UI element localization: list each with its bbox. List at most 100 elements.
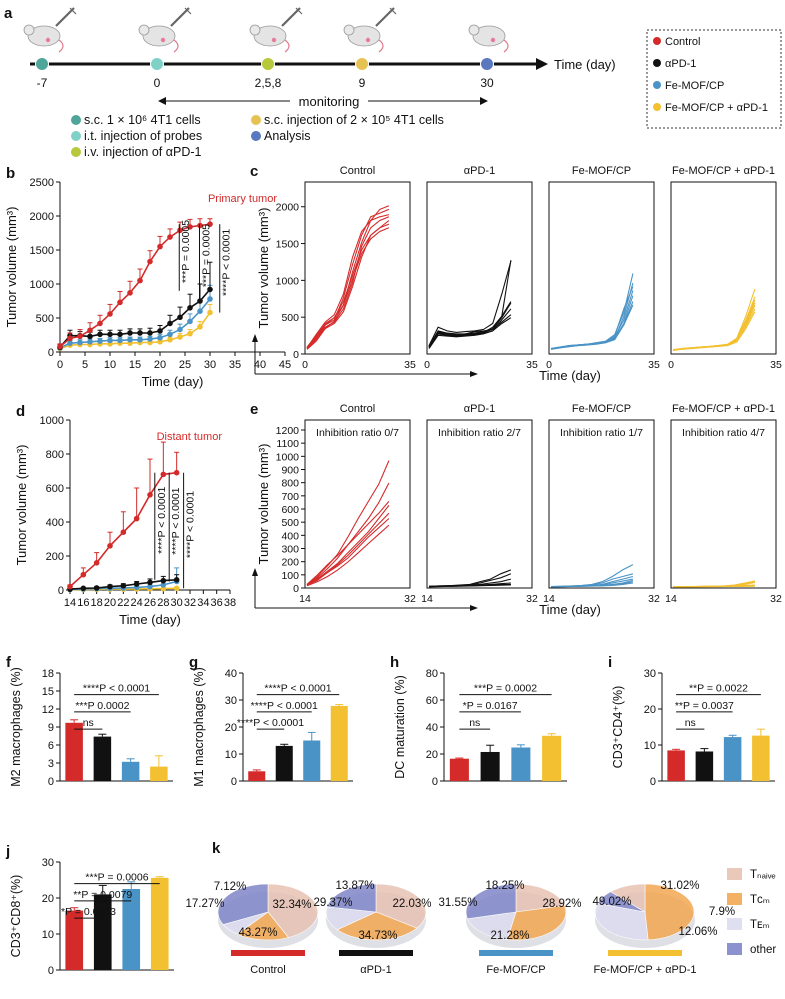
group-legend-text: Fe-MOF/CP + αPD-1	[665, 102, 768, 114]
y-tick-label: 2000	[276, 202, 300, 214]
data-point	[173, 577, 180, 583]
p-value-label: ns	[83, 717, 94, 729]
mouse-body	[253, 25, 287, 47]
data-point	[173, 469, 180, 476]
x-tick-label: 34	[197, 597, 209, 609]
y-tick-label: 400	[281, 530, 299, 542]
data-point	[133, 515, 140, 522]
y-tick-label: 80	[426, 668, 438, 680]
data-point	[77, 333, 83, 340]
pie-slice	[465, 883, 517, 920]
protocol-legend-marker	[251, 115, 261, 125]
individual-curve	[306, 512, 390, 586]
data-point	[120, 529, 127, 535]
data-point	[147, 336, 153, 342]
syringe-plunger	[69, 7, 77, 15]
x-tick-label: 0	[668, 359, 674, 371]
mouse-icon	[468, 24, 509, 53]
subplot-title: Control	[340, 165, 375, 177]
individual-curve	[306, 482, 390, 586]
y-tick-label: 18	[42, 668, 54, 680]
series-line	[59, 288, 211, 348]
subplot-frame	[670, 419, 777, 589]
bar	[723, 737, 742, 781]
pie-slice	[644, 883, 695, 941]
timepoint-label: -7	[37, 76, 48, 90]
subplot-title: Fe-MOF/CP	[572, 403, 631, 415]
pie-group-label: αPD-1	[360, 964, 391, 976]
individual-curve	[672, 296, 756, 351]
inhibition-ratio-label: Inhibition ratio 0/7	[316, 427, 399, 439]
timepoint-label: 9	[359, 76, 366, 90]
bar	[480, 751, 500, 781]
subplot-frame	[548, 419, 655, 589]
y-tick-label: 700	[281, 491, 299, 503]
individual-curve	[672, 288, 756, 351]
panel-letter-e: e	[250, 401, 258, 418]
mouse-ear	[249, 24, 261, 36]
data-point	[157, 334, 163, 341]
data-point	[107, 337, 113, 344]
x-tick-label: 38	[224, 597, 236, 609]
y-tick-label: 2000	[30, 211, 54, 223]
y-tick-label: 600	[46, 483, 64, 495]
y-tick-label: 0	[48, 347, 54, 359]
tumor-dot	[490, 37, 496, 43]
x-tick-label: 18	[91, 597, 103, 609]
x-tick-label: 40	[254, 359, 266, 371]
syringe-icon	[375, 7, 395, 27]
subplot-frame	[426, 181, 533, 355]
timepoint-label: 2,5,8	[255, 76, 282, 90]
y-tick-label: 500	[281, 517, 299, 529]
pie-slice-label: 13.87%	[335, 880, 374, 892]
pie-slice	[515, 883, 566, 913]
subplot-title: Fe-MOF/CP	[572, 165, 631, 177]
y-tick-label: 0	[293, 583, 299, 595]
y-tick-label: 100	[281, 570, 299, 582]
pie-slice	[594, 902, 649, 941]
y-tick-label: 10	[644, 740, 656, 752]
pie-slice-label: 29.37%	[313, 897, 352, 909]
data-point	[137, 330, 143, 336]
subplot-frame	[670, 181, 777, 355]
y-tick-label: 20	[225, 722, 237, 734]
data-point	[67, 583, 73, 590]
data-point	[87, 333, 93, 340]
y-tick-label: 500	[36, 313, 54, 325]
panel-letter-c: c	[250, 163, 258, 180]
pie-slice	[236, 911, 290, 941]
x-tick-label: 30	[204, 359, 216, 371]
monitoring-label: monitoring	[299, 94, 360, 109]
y-tick-label: 0	[48, 776, 54, 788]
syringe-icon	[170, 7, 190, 27]
pie-legend-text: Tᴄₘ	[750, 894, 770, 906]
mouse-body	[27, 25, 61, 47]
x-tick-label: 15	[129, 359, 141, 371]
mouse-icon	[343, 7, 397, 53]
subplot-frame	[548, 181, 655, 355]
data-point	[157, 328, 163, 334]
mouse-ear	[138, 24, 150, 36]
bar	[150, 877, 169, 970]
y-axis-title: Tumor volume (mm³)	[256, 444, 271, 565]
x-tick-label: 16	[77, 597, 89, 609]
x-tick-label: 32	[404, 593, 416, 605]
timeline-time-label: Time (day)	[554, 57, 616, 72]
individual-curve	[550, 286, 634, 350]
x-tick-label: 35	[648, 359, 660, 371]
p-value-label: **P = 0.0022	[689, 683, 748, 695]
p-value-label: *P = 0.0167	[463, 700, 518, 712]
group-color-bar	[608, 950, 682, 956]
data-point	[177, 227, 183, 234]
bar	[752, 735, 770, 781]
monitoring-arrow-left	[158, 97, 166, 105]
individual-curve	[306, 214, 390, 349]
y-tick-label: 9	[48, 722, 54, 734]
y-axis-title: Tumor volume (mm³)	[256, 208, 271, 329]
y-tick-label: 900	[281, 465, 299, 477]
p-value-label: **P = 0.0079	[73, 889, 132, 901]
x-tick-label: 0	[57, 359, 63, 371]
p-value-label: ****P < 0.0001	[264, 683, 331, 695]
mouse-body	[347, 25, 381, 47]
